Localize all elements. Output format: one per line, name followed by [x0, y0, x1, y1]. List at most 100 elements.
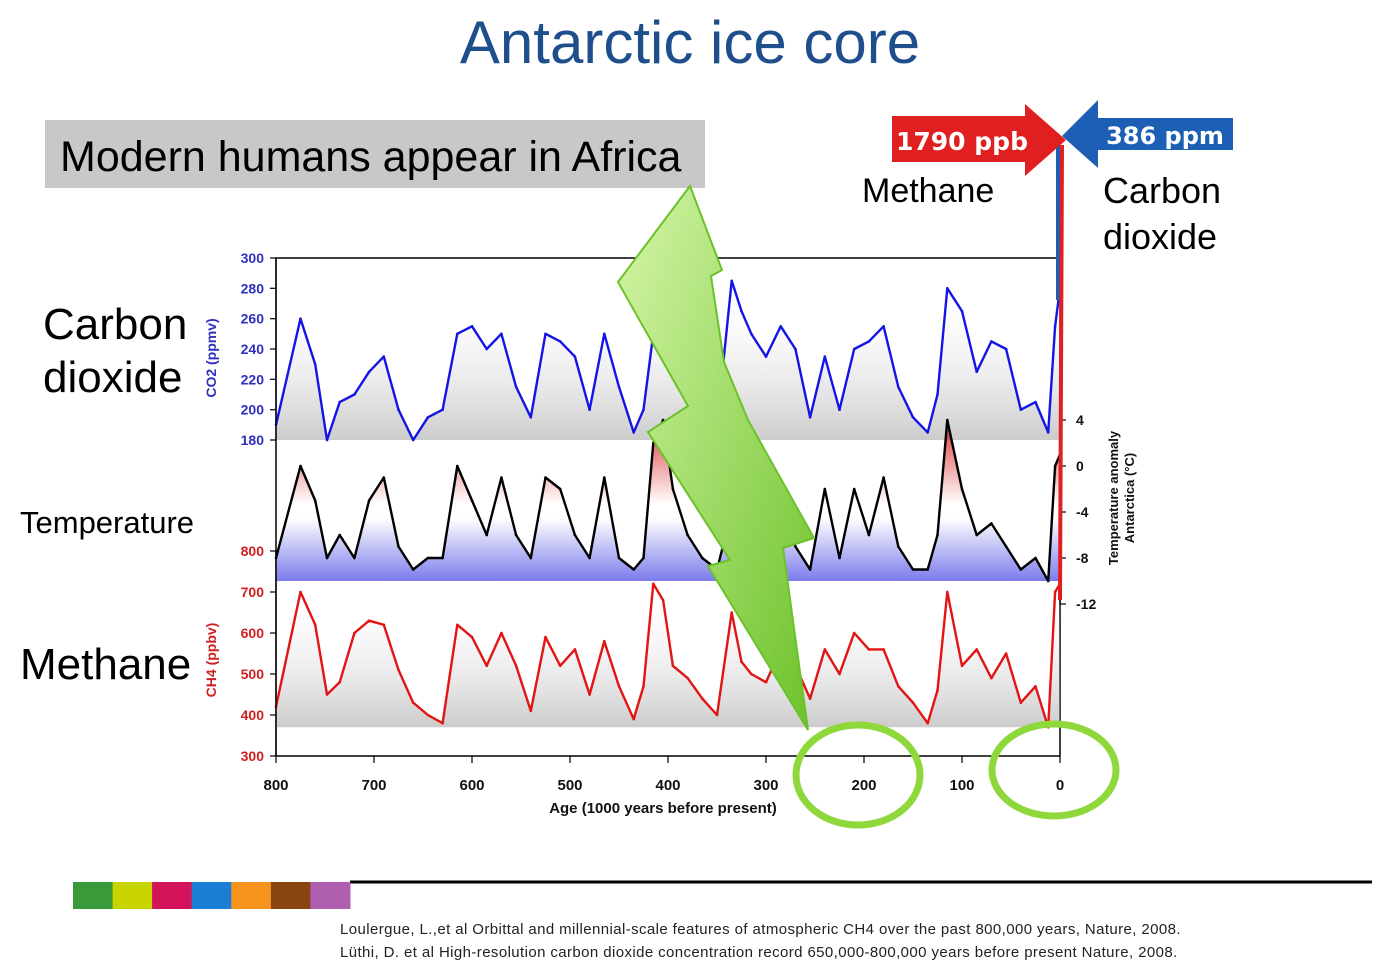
temperature-axis-title-line2: Antarctica (°C) — [1122, 453, 1137, 543]
temperature-point-125 — [936, 533, 939, 537]
temperature-point-365 — [701, 556, 704, 560]
co2-point-270 — [794, 347, 797, 351]
co2-tick-label: 180 — [241, 432, 265, 448]
co2-point-525 — [544, 332, 547, 336]
co2-point-690 — [382, 355, 386, 358]
methane-side-label: Methane — [20, 640, 192, 689]
temperature-point-675 — [397, 545, 400, 548]
temperature-point-195 — [867, 533, 871, 537]
methane-point-85 — [975, 648, 978, 651]
methane-point-585 — [485, 664, 489, 668]
methane-tick-label: 600 — [241, 625, 265, 641]
methane-point-125 — [936, 689, 939, 692]
co2-point-135 — [926, 431, 929, 434]
temperature-point-115 — [946, 418, 949, 422]
co2-point-165 — [897, 385, 900, 389]
methane-point-660 — [411, 701, 415, 704]
temperature-point-495 — [573, 533, 577, 537]
methane-point-570 — [500, 631, 503, 635]
methane-tick-label: 300 — [241, 748, 265, 764]
temperature-point-165 — [897, 545, 900, 548]
temperature-point-100 — [960, 487, 964, 491]
temperature-point-150 — [911, 568, 915, 571]
callout-text: Modern humans appear in Africa — [60, 133, 682, 181]
co2-point-660 — [411, 438, 415, 442]
methane-point-748 — [325, 693, 329, 696]
co2-point-5 — [1053, 325, 1057, 328]
ch4-axis-title: CH4 (ppbv) — [203, 623, 219, 698]
co2-point-210 — [852, 347, 856, 351]
temperature-point-480 — [588, 556, 591, 560]
methane-point-555 — [514, 664, 518, 668]
co2-point-705 — [367, 370, 371, 374]
methane-point-5 — [1053, 590, 1057, 594]
methane-point-40 — [1019, 701, 1023, 704]
temperature-point-55 — [1004, 545, 1008, 548]
temperature-series-line — [274, 418, 1062, 583]
co2-point-675 — [397, 408, 400, 412]
co2-point-510 — [558, 340, 562, 343]
methane-point-325 — [740, 660, 743, 663]
methane-point-135 — [926, 721, 929, 725]
methane-point-350 — [715, 713, 719, 717]
methane-point-165 — [897, 685, 900, 688]
co2-arrow-value: 386 ppm — [1106, 122, 1224, 150]
co2-point-585 — [485, 347, 489, 351]
co2-point-480 — [588, 408, 591, 412]
methane-point-180 — [882, 648, 885, 651]
temperature-point-450 — [617, 556, 621, 560]
co2-arrow-label-line2: dioxide — [1103, 216, 1218, 257]
co2-point-180 — [882, 325, 885, 328]
methane-arrow — [892, 104, 1066, 176]
temperature-shading — [276, 420, 1060, 581]
co2-point-540 — [529, 416, 533, 419]
methane-point-225 — [838, 672, 841, 676]
co2-point-40 — [1019, 408, 1023, 412]
co2-point-12 — [1046, 431, 1050, 434]
co2-point-748 — [325, 438, 329, 442]
x-tick-label: 200 — [851, 777, 876, 794]
co2-point-720 — [353, 393, 356, 396]
footer-strip-swatch-5 — [270, 882, 311, 909]
co2-point-450 — [617, 385, 621, 389]
temperature-side-label: Temperature — [20, 505, 195, 540]
co2-axis-title: CO2 (ppmv) — [203, 318, 219, 397]
present-day-methane-line — [1058, 144, 1064, 601]
methane-point-315 — [750, 672, 753, 676]
highlight-ring-present — [988, 720, 1120, 820]
methane-point-450 — [617, 685, 621, 688]
co2-point-630 — [441, 408, 444, 412]
co2-arrow-label: Carbon dioxide — [1103, 168, 1221, 260]
methane-point-615 — [456, 623, 459, 627]
co2-point-255 — [808, 416, 812, 419]
co2-point-775 — [299, 317, 302, 321]
callout-box — [45, 120, 705, 188]
temperature-point-435 — [632, 568, 635, 571]
co2-arrow-label-line1: Carbon — [1103, 170, 1222, 211]
co2-tick-label: 280 — [241, 280, 265, 296]
methane-point-150 — [911, 701, 915, 704]
temperature-axis-title-line1: Temperature anomaly — [1106, 430, 1121, 565]
methane-shading — [276, 583, 1060, 728]
co2-point-760 — [313, 362, 317, 366]
methane-point-405 — [661, 598, 665, 602]
temperature-point-270 — [794, 545, 797, 548]
methane-point-25 — [1034, 685, 1037, 688]
x-tick-label: 600 — [459, 777, 484, 794]
x-tick-label: 100 — [949, 777, 974, 794]
temperature-tick-label: 0 — [1076, 458, 1084, 474]
highlight-ring-200ka — [792, 721, 924, 829]
temperature-point-555 — [514, 533, 518, 537]
co2-tick-label: 260 — [241, 311, 265, 327]
x-axis-title: Age (1000 years before present) — [549, 800, 777, 817]
x-tick-label: 0 — [1056, 777, 1064, 794]
methane-point-100 — [960, 664, 964, 668]
co2-point-195 — [867, 340, 871, 343]
reference-2: Lüthi, D. et al High-resolution carbon d… — [340, 944, 1178, 961]
methane-point-480 — [588, 693, 591, 696]
methane-point-415 — [652, 582, 655, 586]
temperature-point-210 — [852, 487, 856, 491]
temperature-point-380 — [686, 533, 689, 537]
temperature-point-510 — [558, 487, 562, 491]
methane-point-705 — [367, 619, 371, 622]
